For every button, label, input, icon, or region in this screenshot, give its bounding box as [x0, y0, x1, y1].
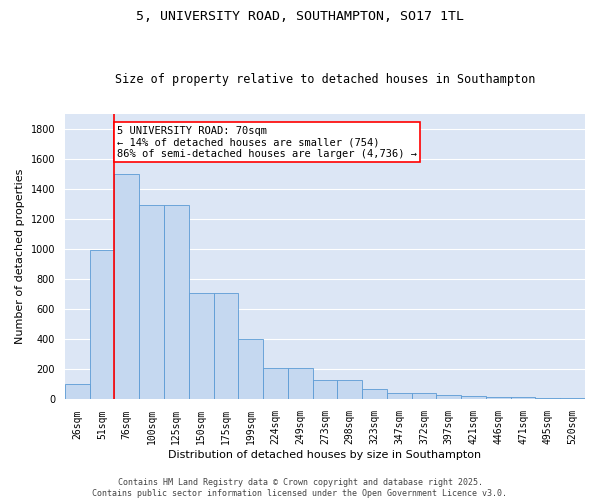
- Bar: [164, 206, 189, 400]
- Y-axis label: Number of detached properties: Number of detached properties: [15, 169, 25, 344]
- Bar: [486, 397, 511, 400]
- Bar: [189, 294, 214, 400]
- Text: Contains HM Land Registry data © Crown copyright and database right 2025.
Contai: Contains HM Land Registry data © Crown c…: [92, 478, 508, 498]
- Bar: [65, 384, 89, 400]
- Bar: [412, 394, 436, 400]
- Text: 5, UNIVERSITY ROAD, SOUTHAMPTON, SO17 1TL: 5, UNIVERSITY ROAD, SOUTHAMPTON, SO17 1T…: [136, 10, 464, 23]
- Bar: [263, 368, 288, 400]
- Title: Size of property relative to detached houses in Southampton: Size of property relative to detached ho…: [115, 73, 535, 86]
- Bar: [535, 398, 560, 400]
- Bar: [511, 397, 535, 400]
- Bar: [214, 294, 238, 400]
- Bar: [238, 340, 263, 400]
- Bar: [288, 368, 313, 400]
- Bar: [337, 380, 362, 400]
- Bar: [560, 398, 585, 400]
- Bar: [387, 394, 412, 400]
- X-axis label: Distribution of detached houses by size in Southampton: Distribution of detached houses by size …: [169, 450, 482, 460]
- Bar: [436, 395, 461, 400]
- Bar: [139, 206, 164, 400]
- Bar: [461, 396, 486, 400]
- Text: 5 UNIVERSITY ROAD: 70sqm
← 14% of detached houses are smaller (754)
86% of semi-: 5 UNIVERSITY ROAD: 70sqm ← 14% of detach…: [117, 126, 417, 159]
- Bar: [89, 250, 115, 400]
- Bar: [115, 174, 139, 400]
- Bar: [362, 389, 387, 400]
- Bar: [313, 380, 337, 400]
